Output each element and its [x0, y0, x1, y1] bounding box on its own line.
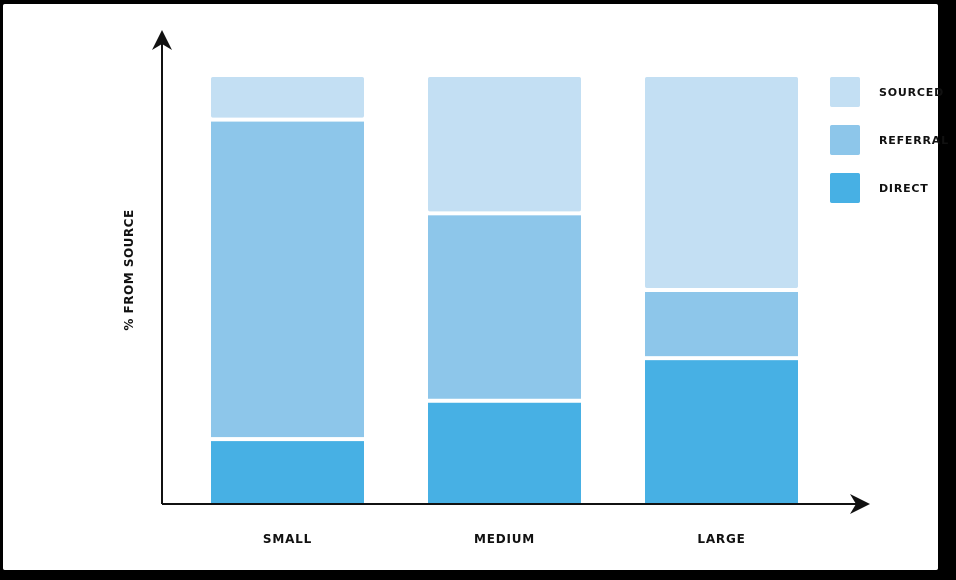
legend: SOURCED REFERRAL DIRECT: [830, 77, 949, 203]
legend-label-referral: REFERRAL: [879, 134, 949, 147]
bar-segment-large-sourced: [645, 77, 798, 288]
bar-segment-medium-direct: [428, 402, 581, 503]
bars-group: [211, 77, 798, 503]
x-tick-label-medium: MEDIUM: [474, 532, 535, 546]
legend-swatch-referral: [830, 125, 860, 155]
x-tick-label-small: SMALL: [263, 532, 312, 546]
legend-label-sourced: SOURCED: [879, 86, 944, 99]
bar-segment-small-referral: [211, 121, 364, 438]
bar-segment-medium-referral: [428, 215, 581, 399]
bar-segment-small-direct: [211, 441, 364, 503]
bar-segment-large-referral: [645, 292, 798, 357]
legend-swatch-sourced: [830, 77, 860, 107]
legend-label-direct: DIRECT: [879, 182, 929, 195]
x-tick-labels: SMALL MEDIUM LARGE: [263, 532, 745, 546]
legend-swatch-direct: [830, 173, 860, 203]
x-tick-label-large: LARGE: [697, 532, 745, 546]
y-axis-title: % FROM SOURCE: [122, 209, 136, 330]
bar-segment-small-sourced: [211, 77, 364, 118]
bar-segment-medium-sourced: [428, 77, 581, 212]
bar-segment-large-direct: [645, 360, 798, 503]
